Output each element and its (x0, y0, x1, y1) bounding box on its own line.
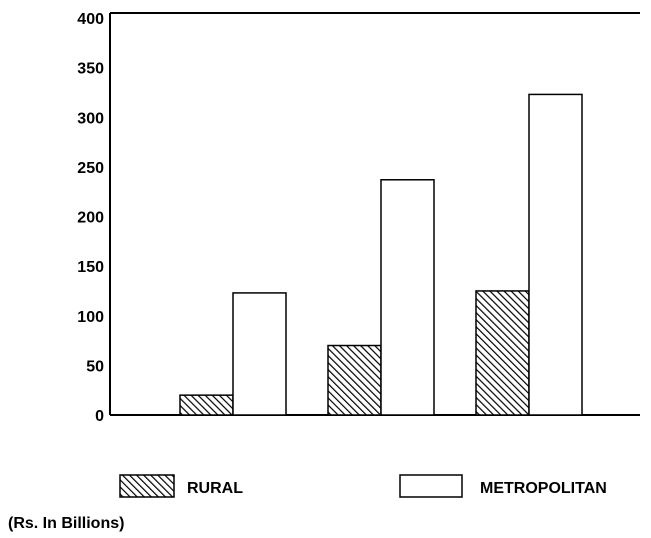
legend-item-metropolitan: METROPOLITAN (399, 474, 607, 498)
units-note: (Rs. In Billions) (8, 515, 124, 532)
y-tick-label: 50 (86, 358, 104, 375)
legend-swatch-rural (119, 474, 175, 498)
y-tick-label: 150 (77, 259, 104, 276)
legend-swatch-metropolitan (399, 474, 463, 498)
bars (179, 93, 583, 416)
y-tick-label: 100 (77, 309, 104, 326)
bar-rural-1 (179, 394, 234, 416)
y-tick-label: 0 (95, 408, 104, 425)
legend: RURAL METROPOLITAN (119, 474, 607, 498)
bar-rural-2 (327, 344, 382, 416)
y-tick-label: 250 (77, 160, 104, 177)
bar-rural-3 (475, 290, 530, 416)
bar-metropolitan-1 (232, 292, 287, 416)
legend-label-rural: RURAL (187, 480, 243, 497)
y-tick-label: 300 (77, 110, 104, 127)
legend-item-rural: RURAL (119, 474, 243, 498)
legend-label-metropolitan: METROPOLITAN (480, 480, 607, 497)
y-tick-labels: 0 50 100 150 200 250 300 350 400 (77, 11, 104, 425)
y-tick-label: 400 (77, 11, 104, 28)
bar-metropolitan-2 (380, 179, 435, 416)
bar-metropolitan-3 (528, 93, 583, 416)
y-tick-label: 350 (77, 61, 104, 78)
y-tick-label: 200 (77, 210, 104, 227)
